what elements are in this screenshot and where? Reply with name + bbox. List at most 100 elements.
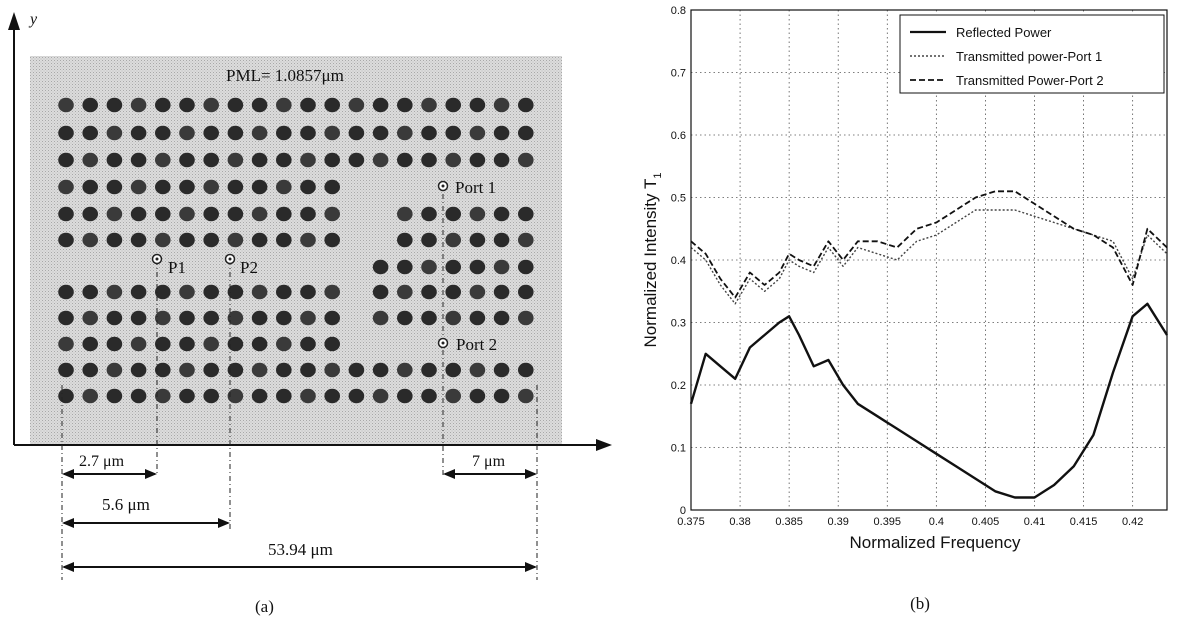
crystal-rod — [203, 206, 219, 222]
crystal-rod — [421, 125, 437, 141]
crystal-rod — [493, 152, 510, 168]
crystal-rod — [372, 310, 389, 326]
crystal-rod — [203, 97, 219, 113]
crystal-rod — [155, 179, 171, 195]
crystal-rod — [397, 206, 413, 222]
crystal-rod — [106, 310, 123, 326]
crystal-rod — [276, 310, 292, 326]
crystal-rod — [421, 388, 437, 404]
crystal-rod — [421, 284, 437, 300]
crystal-rod — [324, 179, 341, 195]
y-tick-label: 0.2 — [671, 380, 686, 392]
crystal-rod — [227, 284, 244, 300]
crystal-rod — [227, 362, 244, 378]
svg-text:Normalized Intensity T1: Normalized Intensity T1 — [641, 173, 664, 348]
crystal-rod — [518, 310, 534, 326]
crystal-rod — [82, 284, 98, 300]
crystal-rod — [130, 388, 147, 404]
crystal-rod — [58, 232, 74, 248]
chart-series-lines — [689, 190, 1169, 499]
crystal-rod — [227, 97, 244, 113]
crystal-rod — [130, 336, 147, 352]
crystal-rod — [130, 310, 147, 326]
crystal-rod — [179, 284, 195, 300]
crystal-rod — [348, 152, 365, 168]
crystal-rod — [445, 97, 462, 113]
crystal-rod — [82, 125, 98, 141]
crystal-rod — [324, 97, 341, 113]
probe-p1-marker — [151, 253, 163, 265]
crystal-rod — [130, 232, 147, 248]
crystal-rod — [469, 206, 486, 222]
crystal-rod — [251, 97, 268, 113]
crystal-rod — [155, 336, 171, 352]
crystal-rod — [58, 179, 74, 195]
x-tick-label: 0.375 — [677, 516, 705, 528]
crystal-rod — [421, 310, 437, 326]
crystal-rod — [445, 125, 462, 141]
caption-a: (a) — [255, 597, 274, 616]
crystal-rod — [106, 152, 123, 168]
crystal-rod — [179, 179, 195, 195]
crystal-rod — [82, 310, 98, 326]
crystal-rod — [227, 388, 244, 404]
crystal-rod — [300, 152, 316, 168]
crystal-rod — [421, 152, 437, 168]
crystal-rod — [518, 284, 534, 300]
crystal-rod — [58, 336, 74, 352]
crystal-rod — [155, 125, 171, 141]
crystal-rod — [348, 125, 365, 141]
crystal-rod — [203, 232, 219, 248]
legend-label-port2: Transmitted Power-Port 2 — [956, 73, 1104, 88]
crystal-rod — [251, 310, 268, 326]
panel-b-chart: 0 0.1 0.2 0.3 0.4 0.5 0.6 0.7 0.8 0.375 0.38 0.385… — [641, 5, 1169, 613]
crystal-rod — [324, 362, 341, 378]
panel-a: y PML= 1.0857μm Port 1 Port 2 — [8, 11, 612, 616]
crystal-rod — [227, 232, 244, 248]
crystal-rod — [469, 284, 486, 300]
crystal-rod — [155, 388, 171, 404]
crystal-rod — [445, 259, 462, 275]
crystal-rod — [203, 179, 219, 195]
crystal-rod — [397, 284, 413, 300]
crystal-rod — [155, 362, 171, 378]
crystal-rod — [445, 310, 462, 326]
crystal-rod — [130, 362, 147, 378]
crystal-rod — [276, 152, 292, 168]
crystal-rod — [493, 259, 510, 275]
crystal-rod — [469, 388, 486, 404]
crystal-rod — [518, 388, 534, 404]
crystal-rod — [106, 206, 123, 222]
dimension-label-2-7: 2.7 μm — [79, 453, 125, 470]
crystal-rod — [227, 152, 244, 168]
crystal-rod — [155, 152, 171, 168]
crystal-rod — [324, 152, 341, 168]
crystal-rod — [469, 232, 486, 248]
x-tick-label: 0.39 — [828, 516, 849, 528]
crystal-rod — [276, 206, 292, 222]
crystal-rod — [348, 362, 365, 378]
crystal-rod — [179, 336, 195, 352]
y-tick-label: 0 — [680, 505, 686, 517]
pml-label: PML= 1.0857μm — [226, 66, 344, 85]
crystal-rod — [372, 152, 389, 168]
crystal-rod — [179, 362, 195, 378]
crystal-rod — [227, 310, 244, 326]
dimension-guide-lines — [61, 182, 538, 580]
crystal-rod — [203, 388, 219, 404]
crystal-rod — [106, 232, 123, 248]
port-1-marker — [437, 180, 449, 192]
crystal-rod — [372, 388, 389, 404]
crystal-rod — [300, 388, 316, 404]
crystal-rod — [251, 336, 268, 352]
crystal-rod — [518, 206, 534, 222]
crystal-rod — [203, 125, 219, 141]
crystal-rod — [397, 152, 413, 168]
crystal-rod — [58, 310, 74, 326]
crystal-rod — [372, 97, 389, 113]
crystal-rod — [58, 362, 74, 378]
crystal-rod — [518, 97, 534, 113]
crystal-rod — [106, 97, 123, 113]
crystal-rod — [58, 284, 74, 300]
x-axis-title: Normalized Frequency — [849, 533, 1021, 552]
